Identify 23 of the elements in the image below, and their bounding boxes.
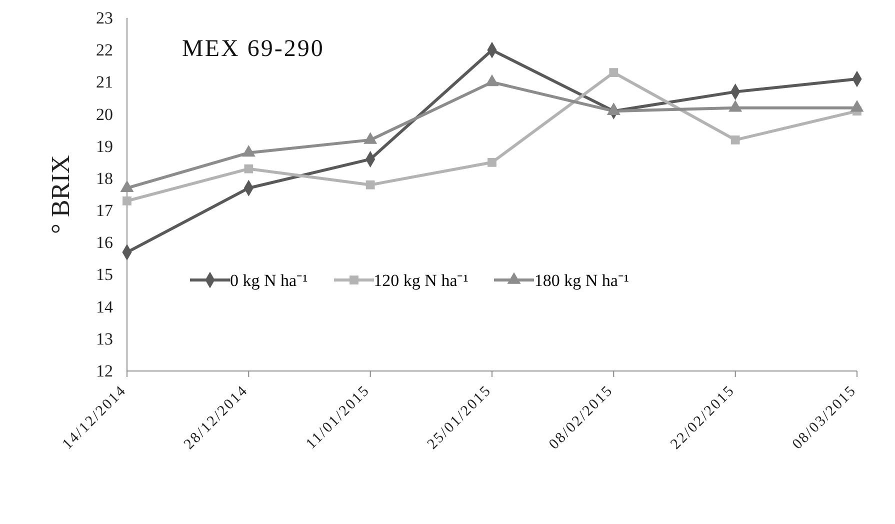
y-tick-label: 12 [96, 362, 113, 380]
legend-label: 180 kg N ha⁻¹ [534, 270, 630, 291]
point [730, 135, 740, 144]
y-tick-label: 14 [96, 297, 114, 316]
y-tick-label: 19 [96, 136, 113, 156]
y-axis-title: ° BRIX [46, 154, 76, 234]
point [366, 180, 375, 190]
point [244, 164, 254, 174]
point [122, 196, 132, 206]
y-tick-label: 15 [96, 265, 113, 284]
y-tick-label: 16 [96, 233, 113, 252]
y-tick-label: 20 [96, 104, 113, 124]
annotation: MEX 69-290 [182, 36, 324, 63]
legend-label: 120 kg N ha⁻¹ [374, 270, 468, 291]
y-tick-label: 23 [96, 8, 113, 28]
legend-label: 0 kg N ha⁻¹ [230, 270, 308, 291]
y-tick-label: 17 [96, 201, 114, 220]
y-tick-label: 21 [96, 72, 113, 92]
point [488, 158, 496, 167]
y-tick-label: 13 [96, 329, 113, 348]
y-tick-label: 18 [96, 168, 113, 188]
point [609, 68, 618, 78]
y-tick-label: 22 [96, 40, 113, 60]
